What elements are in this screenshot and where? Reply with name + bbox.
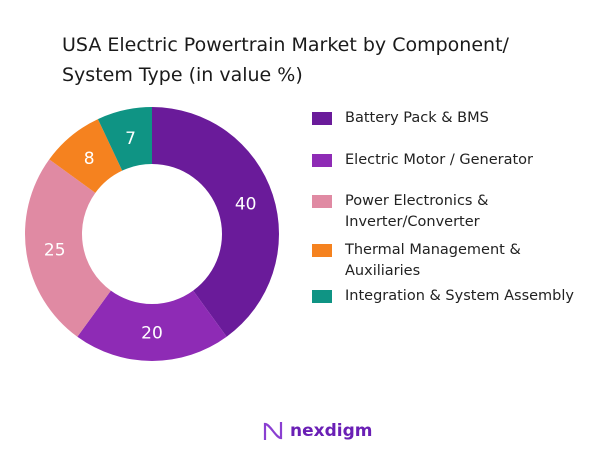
nexdigm-logo-icon — [263, 422, 283, 440]
donut-slice-3 — [24, 159, 111, 337]
legend-label-line: Inverter/Converter — [345, 214, 480, 230]
legend-label: Power Electronics & Inverter/Converter — [345, 191, 488, 233]
logo-text: nexdigm — [290, 421, 373, 441]
donut-slice-1 — [152, 107, 279, 337]
legend-label: Thermal Management & Auxiliaries — [345, 240, 521, 282]
legend-item-4: Thermal Management & Auxiliaries — [312, 240, 521, 282]
legend-label-line: Auxiliaries — [345, 263, 421, 279]
data-label-2: 20 — [141, 324, 163, 344]
legend-label-line: Power Electronics & — [345, 193, 489, 209]
data-label-4: 8 — [84, 149, 95, 169]
legend-label-line: Battery Pack & BMS — [345, 110, 489, 126]
legend-label: Integration & System Assembly — [345, 286, 574, 307]
legend-item-2: Electric Motor / Generator — [312, 150, 533, 171]
legend-label: Battery Pack & BMS — [345, 108, 489, 129]
data-label-3: 25 — [44, 240, 66, 260]
donut-slice-5 — [97, 107, 152, 171]
legend-item-1: Battery Pack & BMS — [312, 108, 489, 129]
legend-item-3: Power Electronics & Inverter/Converter — [312, 191, 488, 233]
legend-label-line: Integration & System Assembly — [345, 288, 574, 304]
title-line-2: System Type (in value %) — [62, 64, 303, 86]
donut-slice-4 — [49, 119, 123, 193]
legend-swatch — [312, 154, 332, 167]
chart-title: USA Electric Powertrain Market by Compon… — [62, 30, 602, 90]
donut-slice-2 — [77, 290, 227, 362]
legend-label-line: Electric Motor / Generator — [345, 152, 533, 168]
legend-swatch — [312, 195, 332, 208]
legend-swatch — [312, 244, 332, 257]
legend-label: Electric Motor / Generator — [345, 150, 533, 171]
data-label-1: 40 — [235, 195, 257, 215]
legend-swatch — [312, 112, 332, 125]
legend-swatch — [312, 290, 332, 303]
legend-label-line: Thermal Management & — [345, 242, 521, 258]
nexdigm-logo: nexdigm — [262, 420, 372, 442]
title-line-1: USA Electric Powertrain Market by Compon… — [62, 34, 509, 56]
legend-item-5: Integration & System Assembly — [312, 286, 574, 307]
data-label-5: 7 — [125, 129, 136, 149]
